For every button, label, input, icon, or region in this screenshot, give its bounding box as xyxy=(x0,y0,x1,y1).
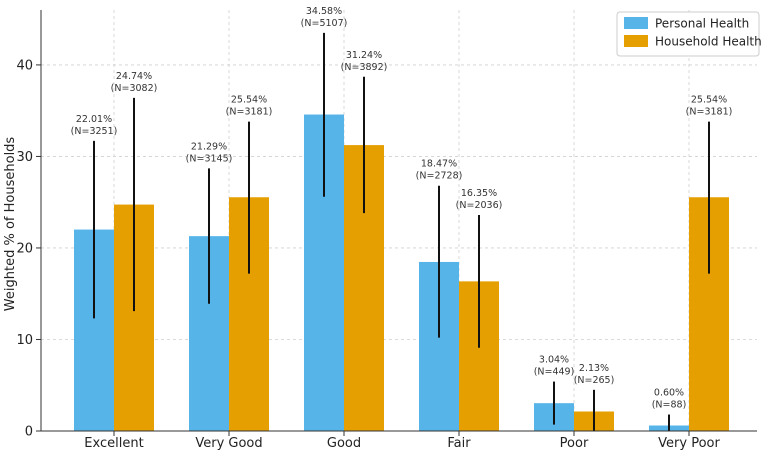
labels-layer: 22.01%(N=3251) 21.29%(N=3145) 34.58%(N=510… xyxy=(71,6,733,411)
x-tick-label: Poor xyxy=(560,436,589,451)
data-label-percent: 24.74% xyxy=(116,71,152,82)
data-label-percent: 3.04% xyxy=(539,355,569,366)
x-tick-label: Very Poor xyxy=(658,436,720,451)
legend-label-personal-health: Personal Health xyxy=(655,17,749,31)
data-label-percent: 34.58% xyxy=(306,6,342,17)
data-label-count: (N=88) xyxy=(652,400,687,411)
data-label-percent: 18.47% xyxy=(421,159,457,170)
legend: Personal Health Household Health xyxy=(616,11,762,57)
y-tick-label: 10 xyxy=(16,333,33,348)
y-axis-title: Weighted % of Households xyxy=(3,137,18,312)
data-label-count: (N=449) xyxy=(534,367,575,378)
x-tick-label: Very Good xyxy=(195,436,262,451)
data-label-count: (N=2036) xyxy=(456,200,503,211)
legend-swatch-personal-health xyxy=(624,17,648,29)
data-label-count: (N=3251) xyxy=(71,126,118,137)
data-label-count: (N=3181) xyxy=(226,107,273,118)
axes-layer: 0 10 20 30 40 Excellent Very Good Good Fair Poor V… xyxy=(16,10,757,451)
data-label-percent: 16.35% xyxy=(461,188,497,199)
data-label-percent: 31.24% xyxy=(346,50,382,61)
data-label-count: (N=3892) xyxy=(341,62,388,73)
data-label-count: (N=3082) xyxy=(111,83,158,94)
data-label-percent: 25.54% xyxy=(231,95,267,106)
x-tick-label: Fair xyxy=(447,436,471,451)
data-label-count: (N=2728) xyxy=(416,171,463,182)
data-label-count: (N=265) xyxy=(574,375,615,386)
legend-label-household-health: Household Health xyxy=(655,35,762,49)
y-tick-label: 0 xyxy=(25,425,33,440)
data-label-percent: 21.29% xyxy=(191,141,227,152)
legend-frame xyxy=(616,11,760,57)
data-label-percent: 2.13% xyxy=(579,363,609,374)
y-tick-label: 40 xyxy=(16,58,33,73)
data-label-percent: 0.60% xyxy=(654,388,684,399)
data-label-count: (N=5107) xyxy=(301,18,348,29)
x-tick-label: Excellent xyxy=(84,436,143,451)
bars-layer xyxy=(74,114,729,431)
y-tick-label: 30 xyxy=(16,150,33,165)
y-tick-label: 20 xyxy=(16,241,33,256)
data-label-count: (N=3145) xyxy=(186,153,233,164)
legend-swatch-household-health xyxy=(624,35,648,47)
errorbars-layer xyxy=(93,32,710,431)
data-label-percent: 22.01% xyxy=(76,114,112,125)
data-label-percent: 25.54% xyxy=(691,95,727,106)
data-label-count: (N=3181) xyxy=(686,107,733,118)
x-tick-label: Good xyxy=(327,436,361,451)
